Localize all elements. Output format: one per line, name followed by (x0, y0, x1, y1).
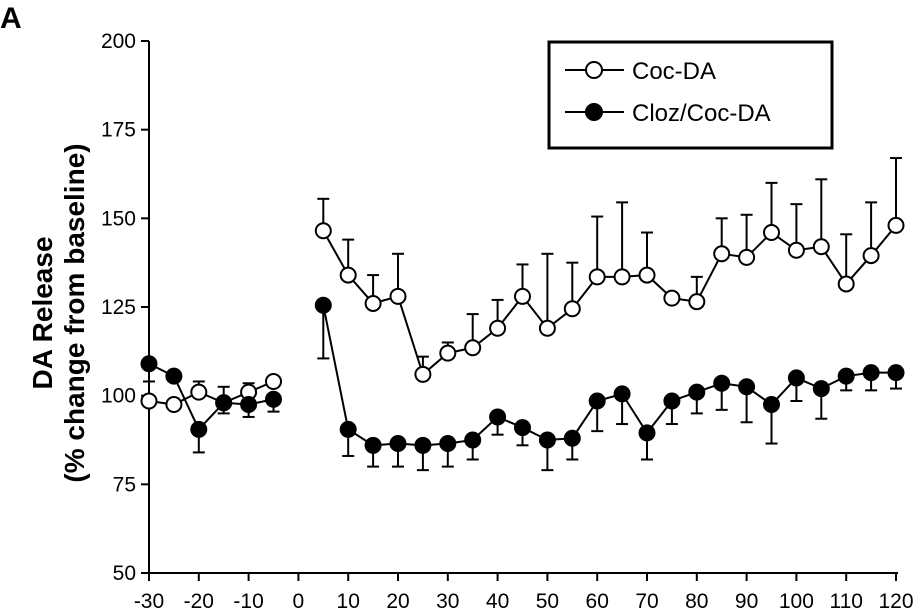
data-point-coc-da (389, 287, 407, 305)
data-point-coc-da (837, 275, 855, 293)
y-axis-title-line2: (% change from baseline) (59, 143, 90, 482)
data-point-cloz-coc-da (538, 431, 556, 449)
data-point-coc-da (364, 294, 382, 312)
data-point-coc-da (663, 289, 681, 307)
data-point-cloz-coc-da (638, 424, 656, 442)
y-tick-label: 50 (113, 562, 136, 585)
y-tick-label: 150 (101, 207, 136, 230)
panel-label: A (0, 2, 22, 35)
data-point-coc-da (265, 372, 282, 390)
data-markers (140, 216, 905, 454)
data-point-cloz-coc-da (140, 355, 158, 373)
y-tick-label: 75 (113, 473, 136, 496)
y-axis-title: DA Release (% change from baseline) (27, 143, 90, 482)
data-point-cloz-coc-da (339, 420, 357, 438)
axes: 50 75 100 125 150 175 200 -30 -20 -10 0 10 20 30 40 50 6… (101, 30, 914, 613)
data-point-cloz-coc-da (812, 380, 830, 398)
data-point-cloz-coc-da (514, 419, 531, 437)
x-tick-label: 100 (779, 590, 814, 613)
y-tick-label: 125 (101, 296, 136, 319)
data-point-coc-da (787, 241, 805, 259)
legend-marker-coc-da (585, 61, 603, 79)
series-line-cloz-coc-da (322, 305, 896, 447)
data-point-coc-da (489, 319, 507, 337)
data-point-coc-da (190, 383, 208, 401)
data-point-cloz-coc-da (763, 396, 780, 414)
data-point-coc-da (314, 222, 332, 240)
y-axis-title-line1: DA Release (27, 236, 58, 389)
data-point-cloz-coc-da (389, 435, 407, 453)
data-point-cloz-coc-da (165, 367, 183, 385)
data-point-cloz-coc-da (887, 364, 905, 382)
data-point-coc-da (464, 339, 482, 357)
series-line-coc-da (322, 224, 897, 377)
x-tick-label: 80 (685, 590, 708, 613)
legend-marker-cloz-coc-da (585, 103, 603, 121)
data-point-coc-da (339, 266, 357, 284)
data-point-cloz-coc-da (265, 390, 282, 408)
data-point-coc-da (862, 247, 880, 265)
data-point-cloz-coc-da (414, 436, 432, 454)
series-lines (148, 224, 897, 447)
data-point-cloz-coc-da (439, 435, 457, 453)
data-point-cloz-coc-da (862, 364, 880, 382)
y-tick-label: 175 (101, 119, 136, 142)
data-point-cloz-coc-da (489, 408, 507, 426)
x-tick-label: 60 (586, 590, 609, 613)
data-point-cloz-coc-da (663, 392, 681, 410)
legend-label-coc-da: Coc-DA (632, 58, 716, 85)
x-tick-label: 0 (293, 590, 305, 613)
x-tick-label: 120 (878, 590, 913, 613)
x-tick-label: 110 (829, 590, 862, 613)
data-point-coc-da (414, 365, 432, 383)
legend-label-cloz-coc-da: Cloz/Coc-DA (632, 100, 771, 127)
x-tick-label: 40 (486, 590, 509, 613)
data-point-cloz-coc-da (837, 367, 855, 385)
x-tick-label: 90 (735, 590, 758, 613)
data-point-coc-da (165, 396, 183, 414)
data-point-coc-da (588, 268, 606, 286)
y-tick-label: 200 (101, 30, 136, 53)
data-point-coc-da (140, 392, 158, 410)
data-point-coc-da (563, 300, 581, 318)
data-point-cloz-coc-da (563, 429, 581, 447)
data-point-cloz-coc-da (613, 385, 631, 403)
data-point-coc-da (688, 293, 706, 311)
data-point-coc-da (887, 216, 905, 234)
x-tick-label: 10 (337, 590, 360, 613)
x-tick-label: 50 (536, 590, 559, 613)
data-point-coc-da (812, 238, 830, 256)
legend: Coc-DA Cloz/Coc-DA (547, 40, 834, 150)
data-point-coc-da (638, 266, 656, 284)
legend-box (547, 40, 834, 150)
data-point-cloz-coc-da (738, 378, 756, 396)
x-tick-label: 70 (635, 590, 658, 613)
data-point-cloz-coc-da (240, 396, 258, 414)
y-tick-label: 100 (101, 385, 136, 408)
data-point-cloz-coc-da (314, 296, 332, 314)
data-point-coc-da (738, 248, 756, 266)
data-point-cloz-coc-da (588, 392, 606, 410)
data-point-cloz-coc-da (364, 436, 382, 454)
x-tick-label: -30 (134, 590, 164, 613)
data-point-cloz-coc-da (190, 420, 208, 438)
data-point-coc-da (713, 245, 731, 263)
data-point-coc-da (514, 287, 531, 305)
data-point-cloz-coc-da (713, 374, 731, 392)
data-point-cloz-coc-da (464, 431, 482, 449)
data-point-coc-da (763, 224, 780, 242)
data-point-coc-da (613, 268, 631, 286)
data-point-cloz-coc-da (688, 383, 706, 401)
x-tick-label: -20 (184, 590, 214, 613)
data-point-cloz-coc-da (787, 369, 805, 387)
data-point-coc-da (439, 344, 457, 362)
x-tick-label: -10 (233, 590, 263, 613)
x-tick-label: 30 (436, 590, 459, 613)
x-tick-label: 20 (386, 590, 409, 613)
data-point-cloz-coc-da (215, 394, 233, 412)
data-point-coc-da (538, 319, 556, 337)
